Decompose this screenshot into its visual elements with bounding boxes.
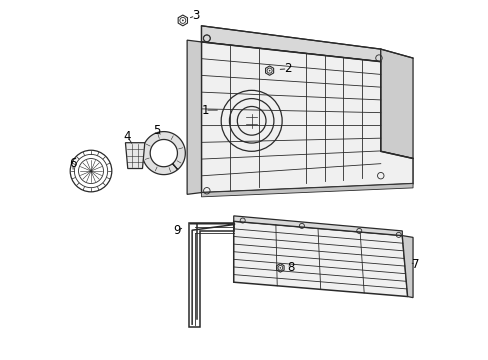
Text: 3: 3 bbox=[191, 9, 199, 22]
Text: 8: 8 bbox=[287, 261, 294, 274]
Text: 4: 4 bbox=[123, 130, 131, 144]
Polygon shape bbox=[233, 221, 407, 297]
Text: 1: 1 bbox=[201, 104, 208, 117]
Polygon shape bbox=[201, 42, 412, 193]
Polygon shape bbox=[201, 184, 412, 197]
Polygon shape bbox=[142, 132, 185, 175]
Polygon shape bbox=[233, 216, 402, 235]
Polygon shape bbox=[187, 40, 201, 194]
Text: 7: 7 bbox=[411, 258, 419, 271]
Circle shape bbox=[268, 70, 269, 71]
Circle shape bbox=[182, 20, 183, 21]
Circle shape bbox=[279, 267, 280, 268]
Polygon shape bbox=[125, 143, 144, 168]
Text: 6: 6 bbox=[69, 157, 77, 170]
Text: 9: 9 bbox=[173, 224, 181, 237]
Polygon shape bbox=[380, 49, 412, 158]
Polygon shape bbox=[201, 26, 380, 62]
Polygon shape bbox=[402, 235, 412, 298]
Text: 5: 5 bbox=[153, 124, 160, 137]
Text: 2: 2 bbox=[283, 62, 291, 75]
